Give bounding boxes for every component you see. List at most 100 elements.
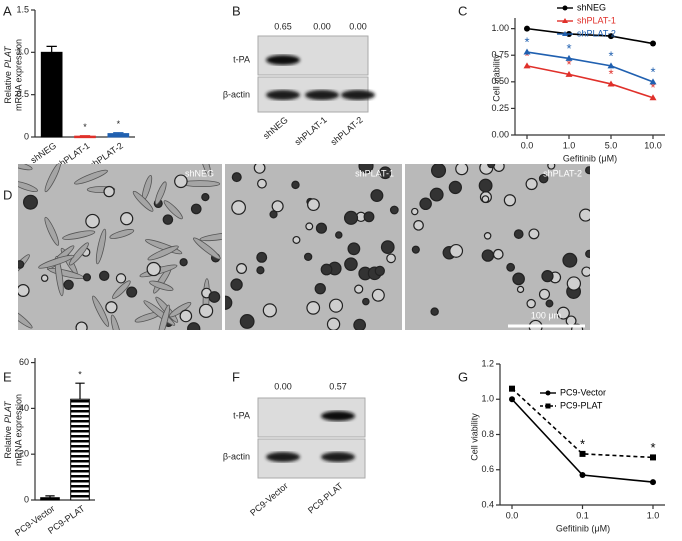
- significance: *: [524, 48, 529, 63]
- cell: [225, 295, 233, 310]
- cell: [62, 230, 96, 240]
- blot-quantity: 0.57: [329, 381, 347, 391]
- x-axis-title: Gefitinib (μM): [556, 523, 610, 533]
- marker: [650, 40, 656, 47]
- cell: [154, 181, 167, 205]
- cell: [54, 255, 64, 297]
- cell: [353, 318, 367, 330]
- cell: [99, 270, 110, 282]
- cell: [363, 211, 375, 223]
- marker: [649, 94, 657, 101]
- cell: [269, 210, 278, 219]
- micrograph: [405, 164, 590, 330]
- band: [266, 90, 300, 100]
- legend-marker: [545, 390, 551, 396]
- legend-label: shNEG: [577, 2, 606, 12]
- micrograph-label: shPLAT-2: [543, 168, 582, 178]
- cell: [487, 164, 496, 169]
- cell: [541, 270, 554, 283]
- y-tick-label: 0.4: [481, 499, 494, 509]
- marker: [608, 33, 614, 40]
- bar: [74, 135, 96, 139]
- cell: [585, 249, 590, 258]
- cell: [429, 187, 444, 202]
- cell: [44, 216, 60, 246]
- y-axis-title: Relative PLATmRNA expression: [3, 394, 23, 466]
- cell: [38, 254, 75, 269]
- y-axis-title: Relative PLATmRNA expression: [3, 39, 23, 111]
- band-label: t-PA: [233, 410, 250, 420]
- significance: *: [650, 80, 655, 95]
- panel-label: D: [3, 187, 12, 202]
- y-title-part: Relative: [3, 71, 13, 104]
- marker: [523, 62, 531, 69]
- marker: [509, 385, 515, 392]
- cell: [292, 235, 301, 244]
- y-title-part: mRNA expression: [14, 39, 24, 111]
- legend-marker: [562, 18, 568, 23]
- cell: [354, 284, 364, 294]
- cell: [146, 261, 161, 277]
- cell: [120, 212, 134, 226]
- band-label: β-actin: [223, 89, 250, 99]
- significance: *: [580, 436, 585, 451]
- cell: [256, 266, 265, 275]
- cell: [538, 173, 549, 184]
- legend-label: shPLAT-1: [577, 15, 616, 25]
- cell: [566, 276, 582, 291]
- cell: [513, 229, 524, 239]
- significance: *: [78, 370, 82, 380]
- cell: [326, 317, 341, 330]
- marker: [524, 25, 530, 32]
- marker: [565, 54, 573, 61]
- cell: [201, 192, 210, 202]
- cell: [230, 278, 243, 291]
- marker: [607, 62, 615, 69]
- y-tick-label: 0: [24, 131, 29, 141]
- panel-label: C: [458, 3, 467, 18]
- x-tick-label: 1.0: [563, 140, 576, 150]
- cell: [538, 288, 551, 300]
- error-bar: [45, 495, 55, 498]
- x-tick-label: shNEG: [29, 140, 59, 165]
- cell: [328, 298, 344, 313]
- cell: [126, 286, 138, 298]
- cell: [547, 164, 556, 170]
- cell: [448, 180, 463, 195]
- significance: *: [650, 440, 655, 455]
- cell: [506, 262, 516, 272]
- panel-label: G: [458, 369, 468, 384]
- cell: [528, 228, 540, 240]
- significance: *: [117, 119, 121, 129]
- cell: [320, 263, 333, 276]
- cell: [343, 210, 359, 225]
- y-tick-label: 20: [19, 449, 29, 459]
- micrograph: [225, 164, 402, 330]
- cell: [110, 314, 122, 330]
- cell: [231, 172, 242, 183]
- y-title-part: PLAT: [3, 400, 13, 423]
- legend-marker: [562, 31, 568, 36]
- significance: *: [650, 64, 655, 79]
- marker: [565, 70, 573, 77]
- error-bar: [113, 132, 124, 134]
- y-tick-label: 0.00: [491, 129, 509, 139]
- cell: [307, 198, 320, 212]
- y-tick-label: 0.8: [481, 429, 494, 439]
- y-tick-label: 0.50: [491, 76, 509, 86]
- cell: [483, 231, 492, 240]
- cell: [389, 205, 399, 215]
- micrograph-label: shPLAT-1: [355, 168, 394, 178]
- series-line: [526, 27, 654, 45]
- micrograph: [18, 164, 222, 330]
- cell: [545, 299, 554, 308]
- error-bar: [46, 45, 57, 53]
- blot-strip: [257, 35, 369, 76]
- cell: [163, 200, 183, 220]
- cell: [413, 220, 424, 231]
- cell: [187, 322, 201, 330]
- cell: [380, 240, 395, 255]
- cell: [257, 178, 267, 189]
- band: [321, 452, 355, 462]
- cell: [344, 257, 358, 271]
